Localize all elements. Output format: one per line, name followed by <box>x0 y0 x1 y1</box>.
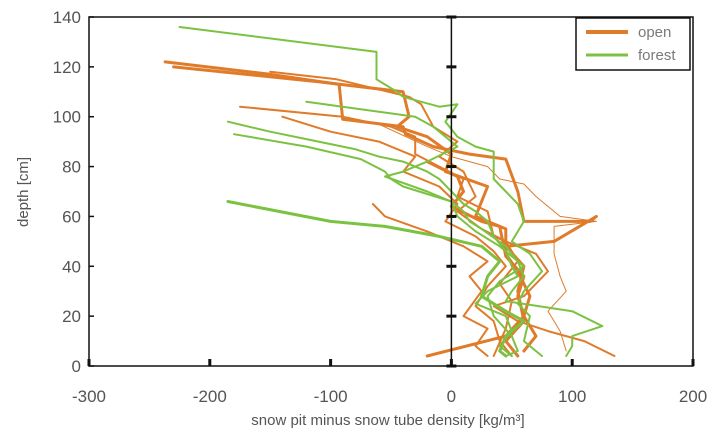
y-tick-label: 0 <box>72 357 81 376</box>
series-line-open <box>172 65 538 353</box>
series-line-forest <box>226 120 519 357</box>
legend-label-forest: forest <box>638 47 676 64</box>
series-line-open <box>378 123 597 352</box>
y-tick-label: 40 <box>62 257 81 276</box>
legend-box <box>575 17 691 71</box>
axes-layer <box>88 16 694 367</box>
y-tick-label: 120 <box>53 58 81 77</box>
x-tick-label: 200 <box>679 387 707 406</box>
series-line-open <box>269 70 519 357</box>
series-line-open <box>371 203 489 357</box>
series-line-forest <box>226 200 526 358</box>
series-line-open <box>163 60 598 358</box>
series-line-open <box>281 115 513 357</box>
y-tick-label: 80 <box>62 158 81 177</box>
plot-frame <box>88 16 694 367</box>
y-tick-label: 140 <box>53 8 81 27</box>
labels-layer: snow pit minus snow tube density [kg/m³]… <box>15 157 525 429</box>
y-tick-label: 60 <box>62 207 81 226</box>
series-line-forest <box>178 26 543 357</box>
ticks-layer: -300 -200 -100 0 100 200 0 20 40 60 80 100 120 140 <box>53 8 708 406</box>
legend-label-open: open <box>638 24 671 41</box>
x-axis-label: snow pit minus snow tube density [kg/m³] <box>251 412 524 429</box>
y-tick-label: 20 <box>62 307 81 326</box>
series-line-forest <box>305 100 525 357</box>
x-tick-label: -200 <box>193 387 227 406</box>
series-line-forest <box>233 133 604 357</box>
y-tick-label: 100 <box>53 108 81 127</box>
legend: open forest <box>575 17 691 71</box>
y-axis-label: depth [cm] <box>15 157 32 227</box>
x-tick-label: 0 <box>447 387 456 406</box>
x-tick-label: -300 <box>72 387 106 406</box>
series-layer <box>163 26 616 358</box>
x-tick-label: 100 <box>558 387 586 406</box>
x-tick-label: -100 <box>314 387 348 406</box>
